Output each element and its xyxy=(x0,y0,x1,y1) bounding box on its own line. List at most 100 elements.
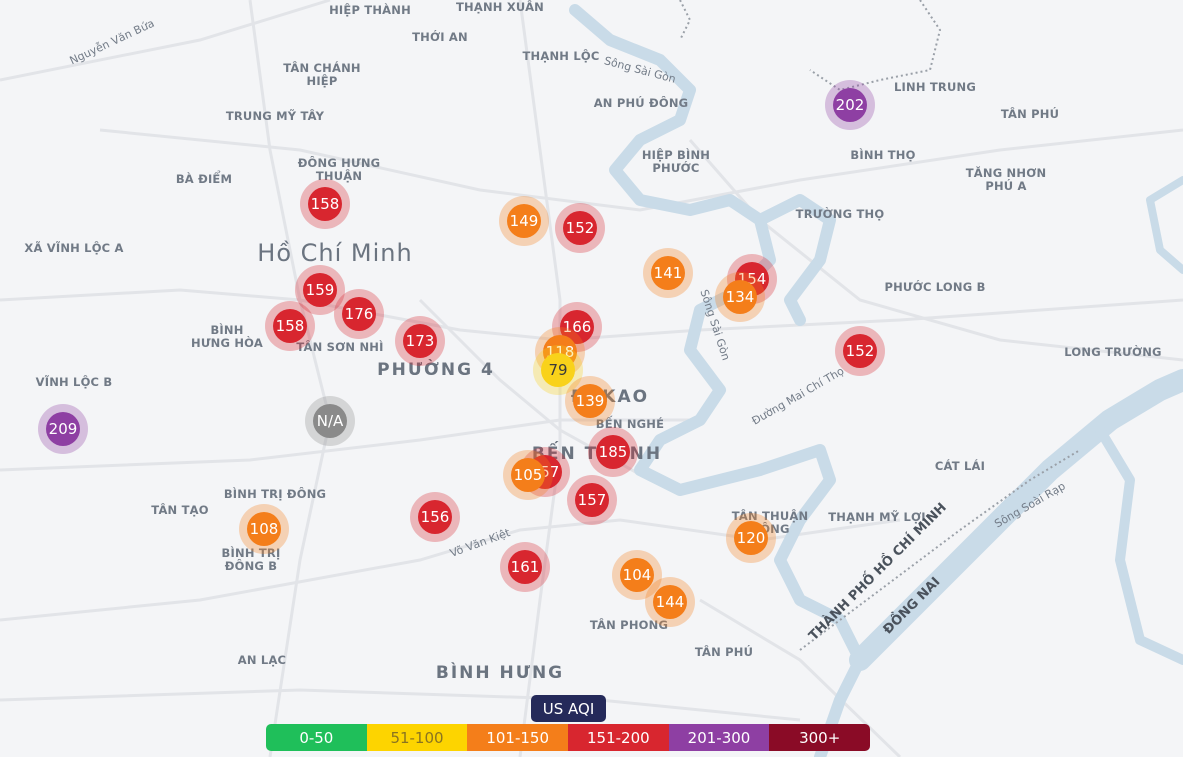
marker-value: 158 xyxy=(276,317,305,335)
station-marker: 108 xyxy=(239,504,289,554)
marker-value: 152 xyxy=(566,219,595,237)
marker-value: 141 xyxy=(654,264,683,282)
place-label: BÌNH HƯNG xyxy=(436,661,564,683)
station-marker: 152 xyxy=(835,326,885,376)
place-label: VĨNH LỘC B xyxy=(36,374,113,389)
marker-dot xyxy=(303,273,337,307)
marker-value: 156 xyxy=(421,508,450,526)
marker-dot xyxy=(403,324,437,358)
river xyxy=(569,4,1183,757)
marker-value: 166 xyxy=(563,318,592,336)
station-marker: 157 xyxy=(567,475,617,525)
marker-dot xyxy=(418,500,452,534)
marker-dot xyxy=(541,353,575,387)
station-marker: 161 xyxy=(500,542,550,592)
place-label: TÂN TẠO xyxy=(151,502,208,517)
place-label: HIỆP xyxy=(307,73,338,88)
place-label: BÀ ĐIỂM xyxy=(176,169,232,186)
legend-item: 0-50 xyxy=(266,724,367,751)
place-label: Đường Mai Chí Thọ xyxy=(750,364,847,427)
marker-value: 161 xyxy=(511,558,540,576)
place-label: THẠNH XUÂN xyxy=(456,0,544,14)
marker-value: 120 xyxy=(737,529,766,547)
marker-value: 209 xyxy=(49,420,78,438)
marker-value: 176 xyxy=(345,305,374,323)
marker-dot xyxy=(843,334,877,368)
marker-dot xyxy=(723,280,757,314)
marker-dot xyxy=(511,458,545,492)
marker-value: 104 xyxy=(623,566,652,584)
station-marker: 156 xyxy=(410,492,460,542)
marker-dot xyxy=(560,310,594,344)
place-label: BÌNH THỌ xyxy=(850,147,915,162)
place-label: TRUNG MỸ TÂY xyxy=(226,108,325,123)
station-marker: 120 xyxy=(726,513,776,563)
station-marker: 105 xyxy=(503,450,553,500)
station-marker: 185 xyxy=(588,427,638,477)
marker-value: N/A xyxy=(317,412,344,430)
boundary xyxy=(679,0,1081,651)
station-marker: 152 xyxy=(555,203,605,253)
place-label: Hồ Chí Minh xyxy=(257,239,412,267)
legend-item: 201-300 xyxy=(668,724,770,751)
marker-value: 134 xyxy=(726,288,755,306)
marker-value: 157 xyxy=(578,491,607,509)
station-marker: N/A xyxy=(305,396,355,446)
place-label: ĐÔNG B xyxy=(225,558,277,573)
place-label: PHƯỚC LONG B xyxy=(884,279,985,294)
marker-value: 158 xyxy=(311,195,340,213)
place-label: Võ Văn Kiệt xyxy=(448,526,512,560)
place-label: THUẬN xyxy=(316,168,362,183)
station-marker: 104 xyxy=(612,550,662,600)
legend-item: 151-200 xyxy=(568,724,669,751)
place-label: ĐỒNG NAI xyxy=(878,572,943,637)
place-label: BÌNH xyxy=(210,322,243,337)
place-label: TĂNG NHƠN xyxy=(966,165,1047,180)
place-label: TÂN SƠN NHÌ xyxy=(296,339,383,354)
marker-dot xyxy=(247,512,281,546)
place-label: Nguyễn Văn Bứa xyxy=(68,17,157,68)
place-label: TÂN PHÚ xyxy=(1001,106,1059,121)
place-label: LINH TRUNG xyxy=(894,80,976,94)
marker-value: 108 xyxy=(250,520,279,538)
marker-dot xyxy=(651,256,685,290)
place-label: TÂN THUẬN xyxy=(732,508,809,523)
station-marker: 158 xyxy=(300,179,350,229)
station-marker: 144 xyxy=(645,577,695,627)
station-marker: 149 xyxy=(499,196,549,246)
marker-value: 79 xyxy=(548,361,567,379)
marker-dot xyxy=(575,483,609,517)
place-label: HIỆP BÌNH xyxy=(642,147,710,162)
marker-value: 159 xyxy=(306,281,335,299)
marker-dot xyxy=(342,297,376,331)
marker-value: 139 xyxy=(576,392,605,410)
station-marker: 202 xyxy=(825,80,875,130)
place-label: AN LẠC xyxy=(238,653,286,667)
place-label: XÃ VĨNH LỘC A xyxy=(24,240,123,255)
place-label: BÌNH TRỊ ĐÔNG xyxy=(224,486,326,501)
marker-dot xyxy=(833,88,867,122)
place-label: PHƯỚC xyxy=(652,160,699,175)
marker-value: 144 xyxy=(656,593,685,611)
place-label: ĐÔNG HƯNG xyxy=(298,155,381,170)
place-label: TRƯỜNG THỌ xyxy=(796,206,885,221)
legend-item: 101-150 xyxy=(467,724,569,751)
marker-dot xyxy=(46,412,80,446)
place-label: HIỆP THÀNH xyxy=(329,2,411,17)
place-label: THỚI AN xyxy=(412,29,468,44)
place-label: PHƯỜNG 4 xyxy=(377,358,495,380)
station-marker: 159 xyxy=(295,265,345,315)
place-label: CÁT LÁI xyxy=(935,458,985,473)
marker-dot xyxy=(563,211,597,245)
marker-dot xyxy=(596,435,630,469)
place-label: HƯNG HÒA xyxy=(191,335,263,350)
marker-dot xyxy=(308,187,342,221)
marker-value: 149 xyxy=(510,212,539,230)
station-marker: 141 xyxy=(643,248,693,298)
place-label: THẠNH MỸ LỢI xyxy=(828,509,925,524)
place-label: BÌNH TRỊ xyxy=(222,545,281,560)
marker-dot xyxy=(653,585,687,619)
place-label: LONG TRƯỜNG xyxy=(1064,344,1161,359)
